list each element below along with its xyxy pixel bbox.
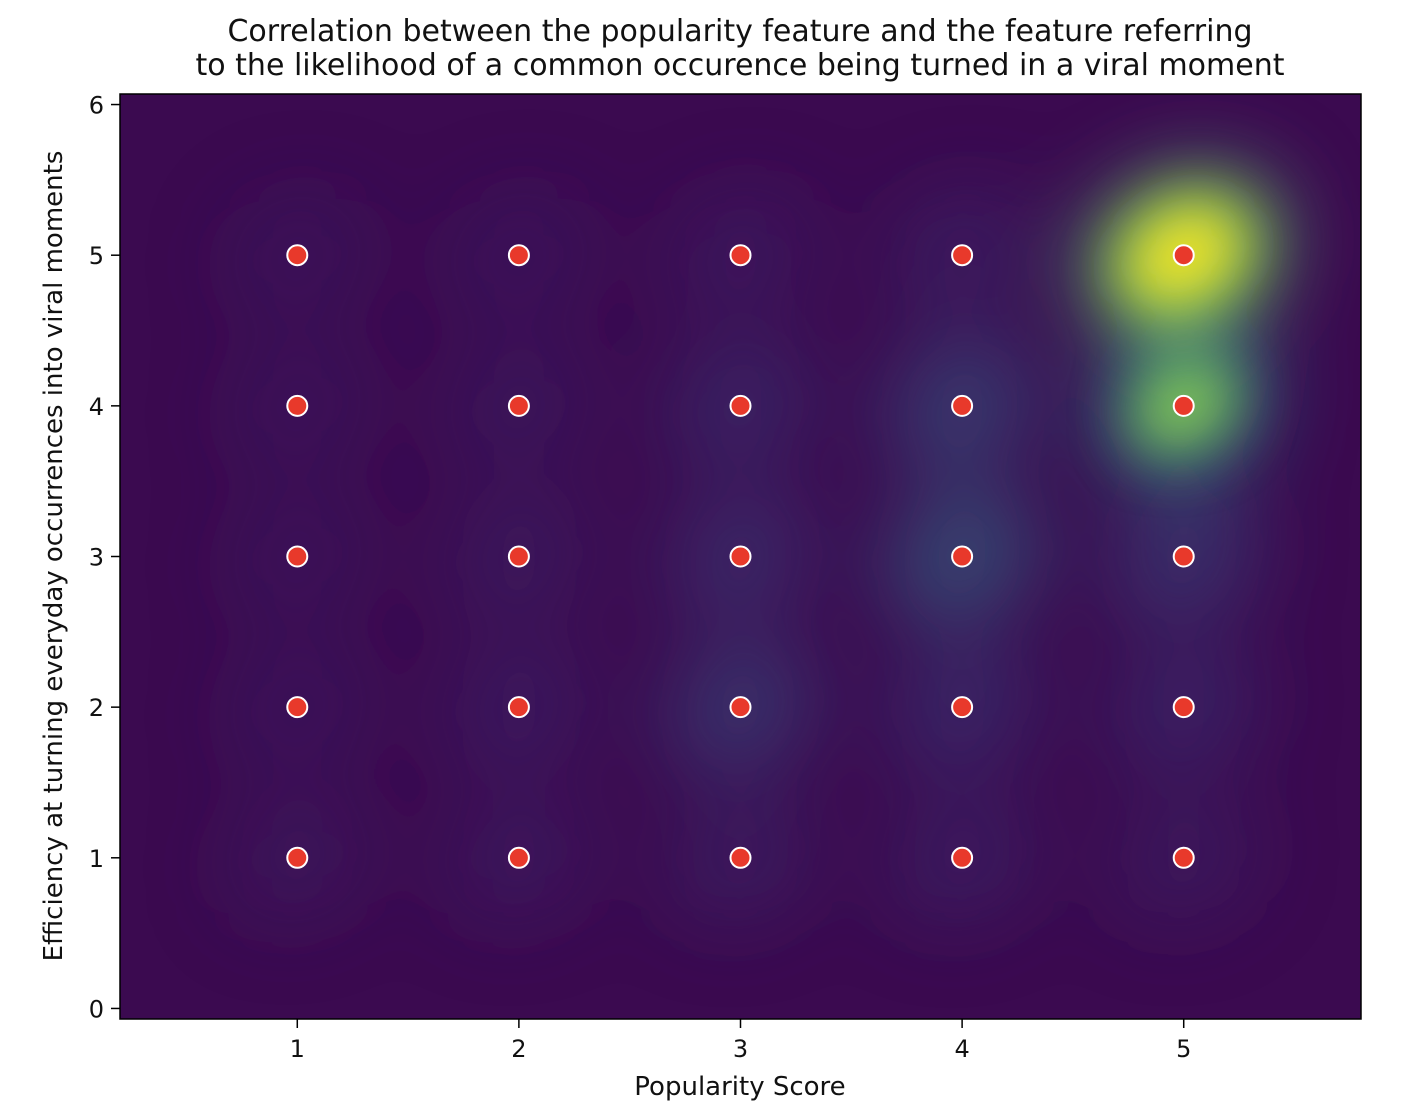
scatter-point — [286, 696, 309, 719]
scatter-point — [507, 545, 530, 568]
scatter-point — [951, 545, 974, 568]
scatter-point — [1172, 846, 1195, 869]
scatter-point — [1172, 244, 1195, 267]
y-tick-label: 1 — [89, 845, 104, 873]
x-tick-label: 5 — [1176, 1035, 1191, 1063]
x-tick-label: 1 — [290, 1035, 305, 1063]
scatter-point — [1172, 696, 1195, 719]
scatter-point — [951, 394, 974, 417]
scatter-point — [729, 545, 752, 568]
scatter-point — [951, 696, 974, 719]
scatter-point — [729, 846, 752, 869]
scatter-point — [1172, 545, 1195, 568]
axes: 1 2 3 4 5 0 1 2 3 4 5 6 — [89, 92, 1362, 1063]
scatter-point — [951, 846, 974, 869]
scatter-point — [507, 394, 530, 417]
y-tick-label: 5 — [89, 242, 104, 270]
scatter-point — [507, 846, 530, 869]
y-tick-label: 4 — [89, 393, 104, 421]
y-axis-label: Efficiency at turning everyday occurrenc… — [39, 150, 69, 962]
scatter-point — [507, 244, 530, 267]
scatter-point — [1172, 394, 1195, 417]
scatter-point — [286, 846, 309, 869]
scatter-point — [729, 394, 752, 417]
scatter-point — [286, 394, 309, 417]
scatter-point — [286, 244, 309, 267]
scatter-point — [729, 696, 752, 719]
x-tick-label: 3 — [733, 1035, 748, 1063]
x-axis-label: Popularity Score — [634, 1072, 846, 1102]
y-tick-label: 0 — [89, 995, 104, 1023]
scatter-point — [729, 244, 752, 267]
y-tick-label: 2 — [89, 694, 104, 722]
y-tick-label: 3 — [89, 544, 104, 572]
scatter-point — [507, 696, 530, 719]
x-tick-label: 4 — [954, 1035, 969, 1063]
chart-title-line-2: to the likelihood of a common occurence … — [195, 48, 1285, 83]
y-tick-label: 6 — [89, 92, 104, 120]
chart-title-line-1: Correlation between the popularity featu… — [227, 14, 1253, 49]
scatter-point — [286, 545, 309, 568]
scatter-point — [951, 244, 974, 267]
scatter-points — [286, 244, 1195, 869]
x-tick-label: 2 — [511, 1035, 526, 1063]
